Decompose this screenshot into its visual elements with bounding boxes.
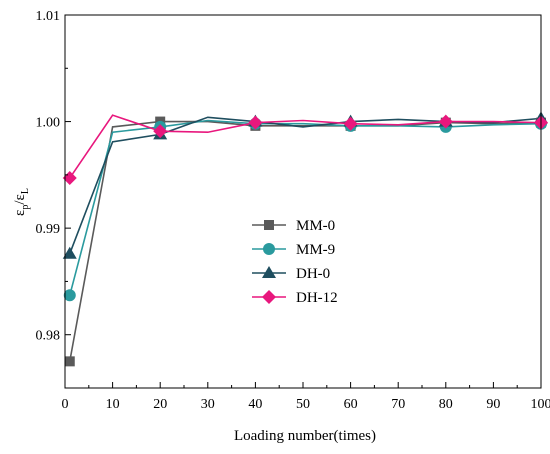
point-dh-12-20	[153, 124, 168, 139]
y-tick-label-1.01: 1.01	[36, 9, 61, 24]
legend-label-mm-0: MM-0	[296, 218, 335, 234]
series-line-mm-0	[68, 120, 542, 362]
y-axis-title-separator: /	[12, 200, 28, 205]
legend-marker-dh-0	[262, 266, 276, 278]
x-tick-label-0: 0	[62, 397, 69, 412]
x-tick-label-30: 30	[201, 397, 215, 412]
y-tick-label-0.99: 0.99	[36, 222, 61, 237]
legend-marker-mm-0	[264, 220, 274, 230]
y-tick-label-1.00: 1.00	[36, 116, 61, 131]
x-tick-label-100: 100	[531, 397, 550, 412]
x-tick-label-80: 80	[439, 397, 453, 412]
legend-marker-dh-12	[262, 290, 276, 304]
x-tick-label-60: 60	[344, 397, 358, 412]
point-dh-0-1	[62, 246, 77, 259]
y-axis-title: εp/εL	[12, 188, 31, 216]
x-tick-label-20: 20	[153, 397, 167, 412]
point-mm-0-1	[64, 356, 75, 367]
series-line-mm-9	[68, 119, 542, 296]
x-tick-label-50: 50	[296, 397, 310, 412]
y-axis-title-subscript-1: p	[20, 205, 31, 210]
legend-marker-mm-9	[263, 243, 275, 255]
x-tick-label-90: 90	[486, 397, 500, 412]
x-tick-label-10: 10	[106, 397, 120, 412]
x-tick-label-70: 70	[391, 397, 405, 412]
plot-area	[62, 111, 548, 367]
series-line-dh-12	[69, 114, 542, 179]
plot-frame	[64, 14, 542, 389]
point-mm-9-1	[63, 289, 76, 302]
point-dh-12-60	[343, 116, 358, 131]
y-axis-title-symbol-2: ε	[12, 194, 28, 200]
legend-label-dh-0: DH-0	[296, 266, 330, 282]
point-dh-12-80	[438, 114, 453, 129]
legend-label-dh-12: DH-12	[296, 290, 338, 306]
legend-label-mm-9: MM-9	[296, 242, 335, 258]
legend: MM-0 MM-9 DH-0 DH-12	[252, 218, 338, 306]
point-dh-12-40	[248, 115, 263, 130]
x-tick-label-40: 40	[248, 397, 262, 412]
y-axis-title-subscript-2: L	[20, 188, 31, 194]
x-axis-title: Loading number(times)	[234, 428, 376, 444]
axes: 0 10 20 30 40 50 60 70 80 90 100 0.98 0.99 1.00 1.01	[36, 9, 550, 412]
y-tick-label-0.98: 0.98	[36, 329, 61, 344]
y-axis-title-symbol-1: ε	[12, 210, 28, 216]
